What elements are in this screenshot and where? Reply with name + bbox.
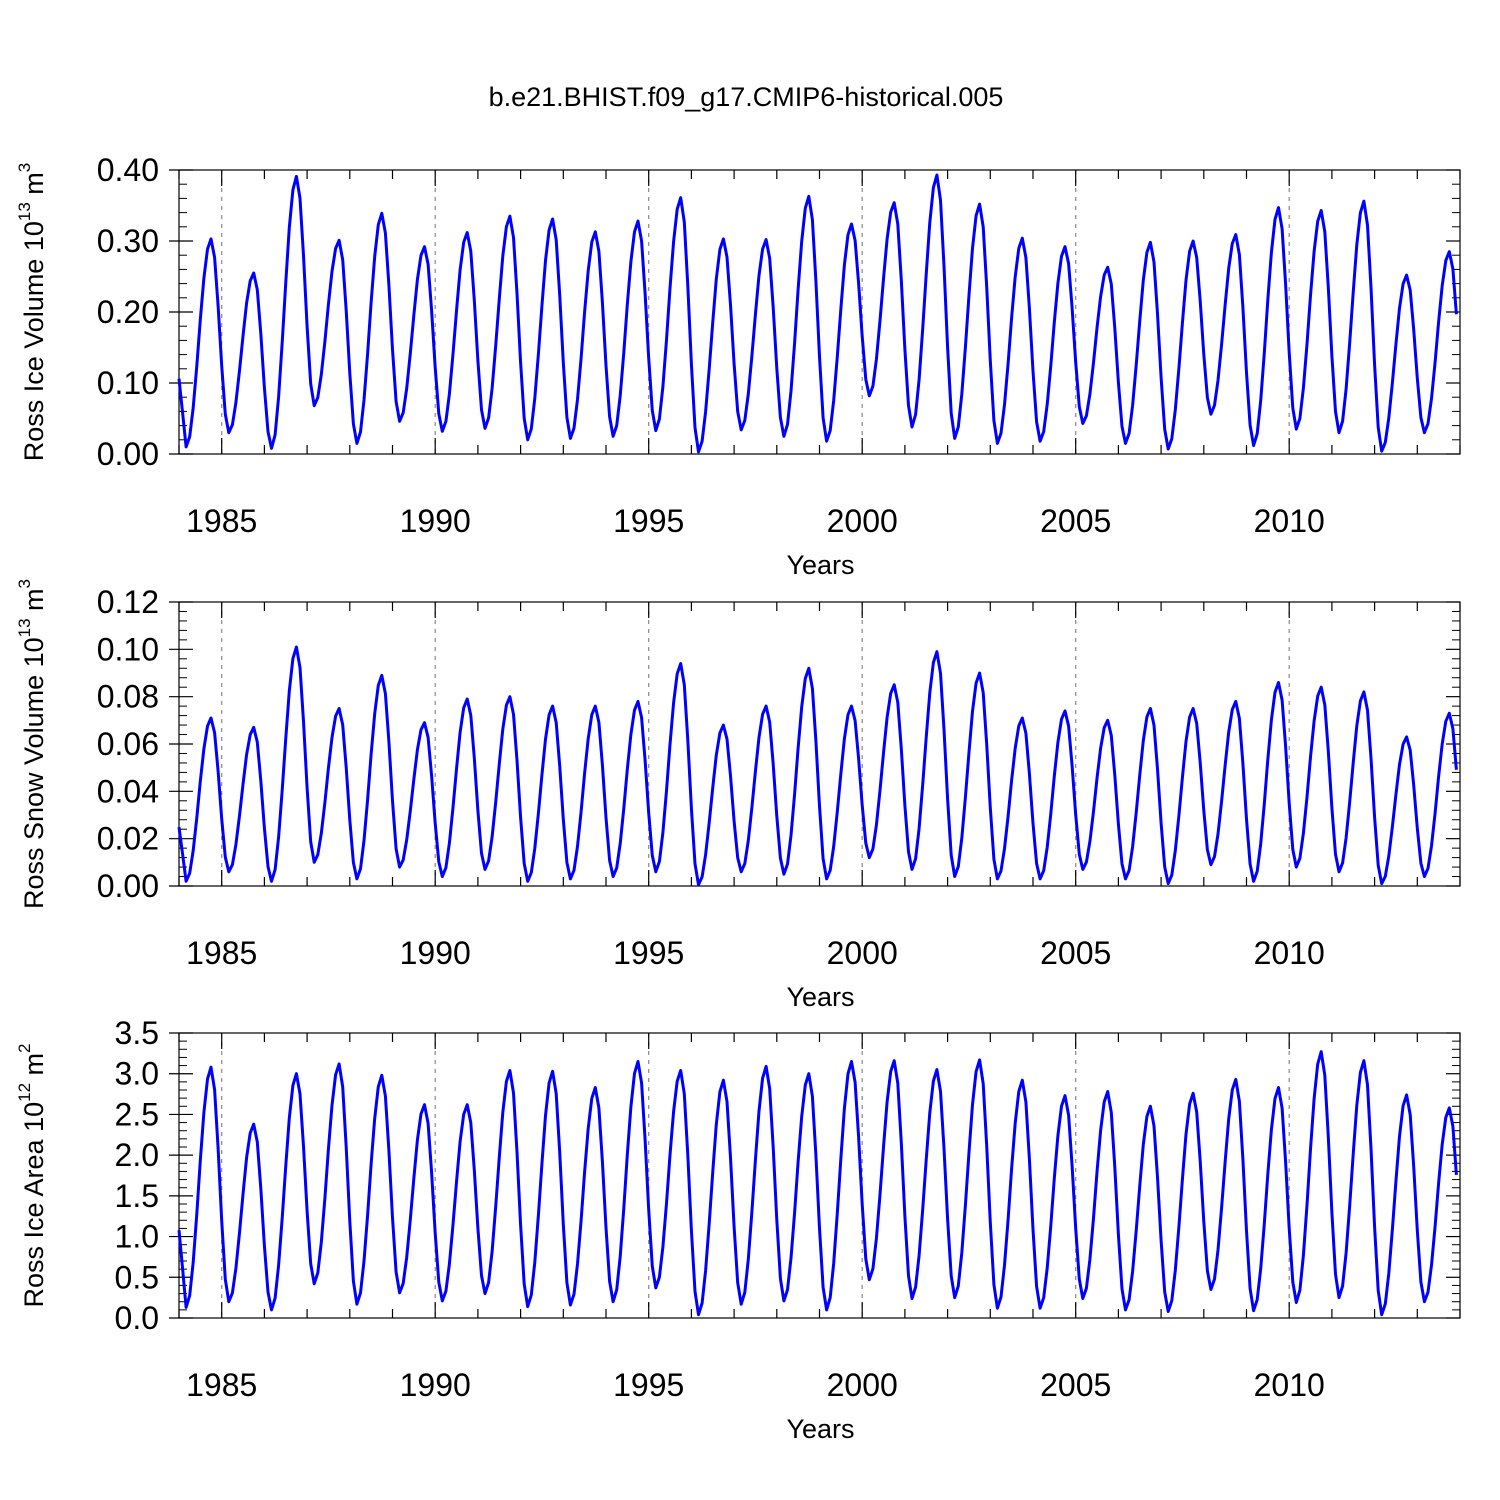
- ice-area-panel: 0.0 0.5 1.0 1.5 2.0 2.5 3.0 3.5 1985 1990 1995 2000…: [15, 1015, 1461, 1444]
- ice-area-y-tick-label: 1.5: [115, 1178, 159, 1214]
- ice-area-x-axis-title: Years: [786, 1414, 854, 1444]
- snow-volume-series-line: [177, 645, 1458, 887]
- ice-area-x-tick-label: 2000: [827, 1367, 898, 1403]
- ice-volume-x-tick-label: 1985: [186, 503, 257, 539]
- ice-area-x-tick-label: 2005: [1040, 1367, 1111, 1403]
- ice-volume-y-axis-title: Ross Ice Volume 1013 m3: [15, 163, 49, 462]
- ice-volume-x-axis-title: Years: [786, 550, 854, 580]
- ice-area-y-tick-label: 0.0: [115, 1300, 159, 1336]
- ice-volume-panel: 0.00 0.10 0.20 0.30 0.40 1985 1990 1995 2000 2005…: [15, 152, 1461, 580]
- ylabel-prefix: Ross Ice Volume 10: [19, 221, 49, 461]
- ice-volume-y-tick-label: 0.40: [97, 152, 159, 188]
- ylabel-unit-exponent: 2: [15, 1043, 34, 1052]
- snow-volume-x-tick-label: 1990: [400, 935, 471, 971]
- ylabel-unit: m: [19, 588, 49, 618]
- ice-volume-x-tick-label: 1990: [400, 503, 471, 539]
- snow-volume-y-tick-label: 0.04: [97, 773, 159, 809]
- snow-volume-y-tick-label: 0.12: [97, 584, 159, 620]
- ice-volume-x-tick-label: 1995: [613, 503, 684, 539]
- snow-volume-x-tick-label: 2005: [1040, 935, 1111, 971]
- ylabel-exponent: 13: [15, 202, 34, 221]
- snow-volume-x-tick-label: 1995: [613, 935, 684, 971]
- ylabel-unit-exponent: 3: [15, 163, 34, 172]
- ice-volume-y-tick-label: 0.00: [97, 436, 159, 472]
- ice-volume-y-tick-label: 0.10: [97, 365, 159, 401]
- ice-area-y-tick-label: 3.5: [115, 1015, 159, 1051]
- ice-area-y-tick-label: 1.0: [115, 1219, 159, 1255]
- ice-volume-y-tick-label: 0.20: [97, 294, 159, 330]
- ice-volume-x-tick-label: 2000: [827, 503, 898, 539]
- ice-volume-x-tick-label: 2010: [1254, 503, 1325, 539]
- ice-area-x-tick-label: 1995: [613, 1367, 684, 1403]
- snow-volume-y-axis-title: Ross Snow Volume 1013 m3: [15, 579, 49, 909]
- ice-area-x-tick-label: 2010: [1254, 1367, 1325, 1403]
- snow-volume-x-tick-label: 2000: [827, 935, 898, 971]
- ylabel-unit: m: [19, 172, 49, 202]
- ylabel-prefix: Ross Snow Volume 10: [19, 637, 49, 909]
- snow-volume-panel: 0.00 0.02 0.04 0.06 0.08 0.10 0.12 1985 1990 1995…: [15, 579, 1461, 1012]
- figure-title: b.e21.BHIST.f09_g17.CMIP6-historical.005: [489, 82, 1004, 112]
- ylabel-exponent: 13: [15, 618, 34, 637]
- snow-volume-x-axis-title: Years: [786, 982, 854, 1012]
- snow-volume-y-tick-label: 0.10: [97, 631, 159, 667]
- ice-area-y-tick-label: 2.5: [115, 1096, 159, 1132]
- ice-area-y-tick-label: 3.0: [115, 1056, 159, 1092]
- snow-volume-y-tick-label: 0.06: [97, 726, 159, 762]
- ice-area-series-line: [177, 1050, 1458, 1317]
- snow-volume-x-tick-label: 2010: [1254, 935, 1325, 971]
- snow-volume-x-tick-label: 1985: [186, 935, 257, 971]
- ylabel-prefix: Ross Ice Area 10: [19, 1102, 49, 1308]
- ice-area-x-tick-label: 1985: [186, 1367, 257, 1403]
- ylabel-exponent: 12: [15, 1083, 34, 1102]
- ice-area-y-tick-label: 2.0: [115, 1137, 159, 1173]
- ice-area-y-tick-label: 0.5: [115, 1259, 159, 1295]
- ice-area-x-tick-label: 1990: [400, 1367, 471, 1403]
- snow-volume-y-tick-label: 0.02: [97, 821, 159, 857]
- ice-area-y-axis-title: Ross Ice Area 1012 m2: [15, 1043, 49, 1307]
- ylabel-unit-exponent: 3: [15, 579, 34, 588]
- ice-volume-x-tick-label: 2005: [1040, 503, 1111, 539]
- snow-volume-y-tick-label: 0.00: [97, 868, 159, 904]
- ylabel-unit: m: [19, 1053, 49, 1083]
- ice-volume-y-tick-label: 0.30: [97, 223, 159, 259]
- ice-volume-series-line: [177, 173, 1458, 454]
- snow-volume-y-tick-label: 0.08: [97, 679, 159, 715]
